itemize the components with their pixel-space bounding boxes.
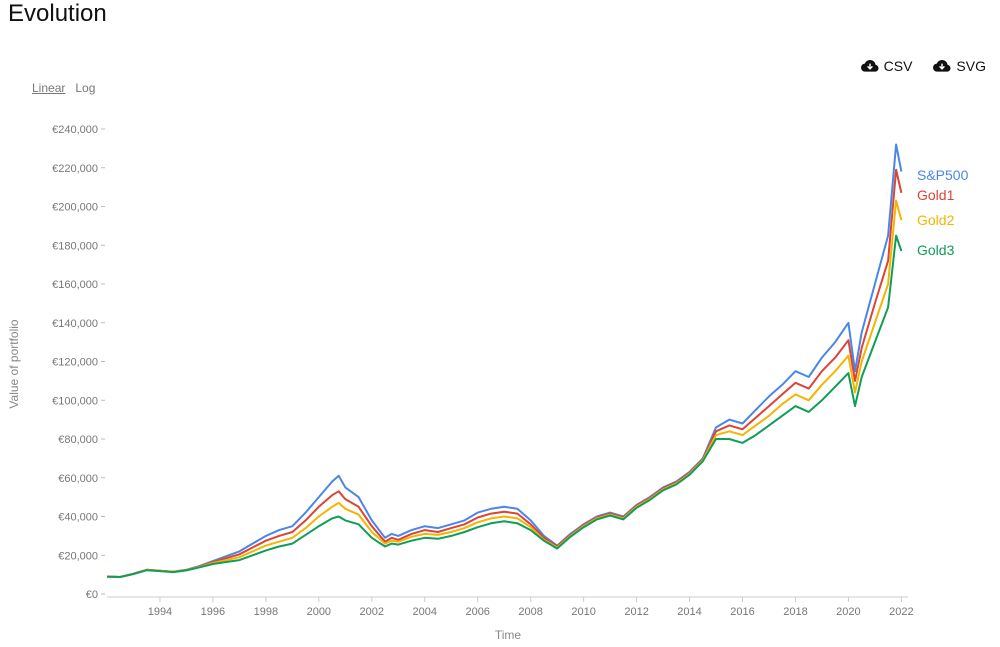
x-tick-label: 2022 bbox=[889, 606, 913, 618]
x-tick-label: 2020 bbox=[836, 606, 860, 618]
linear-scale-option[interactable]: Linear bbox=[32, 81, 66, 95]
y-tick-label: €100,000 bbox=[52, 395, 98, 407]
page-title: Evolution bbox=[8, 0, 107, 27]
y-tick-label: €40,000 bbox=[58, 512, 98, 524]
series-label-gold1: Gold1 bbox=[917, 187, 955, 203]
export-actions: CSV SVG bbox=[860, 58, 986, 74]
csv-download-label: CSV bbox=[883, 58, 913, 74]
cloud-download-icon bbox=[860, 59, 879, 72]
series-label-s-p500: S&P500 bbox=[917, 167, 969, 183]
y-axis: €0 €20,000 €40,000 €60,000 €80,000 €100,000 €1… bbox=[52, 124, 105, 601]
y-tick-label: €200,000 bbox=[52, 202, 98, 214]
csv-download-button[interactable]: CSV bbox=[860, 58, 913, 74]
y-tick-label: €20,000 bbox=[58, 550, 98, 562]
x-tick-label: 2008 bbox=[518, 606, 542, 618]
y-tick-label: €160,000 bbox=[52, 279, 98, 291]
series-line-s-p500 bbox=[106, 143, 903, 578]
y-tick-label: €120,000 bbox=[52, 357, 98, 369]
x-tick-label: 2004 bbox=[413, 606, 437, 618]
x-tick-label: 2002 bbox=[360, 606, 384, 618]
x-tick-label: 2010 bbox=[571, 606, 595, 618]
y-tick-label: €80,000 bbox=[58, 434, 98, 446]
x-tick-label: 2016 bbox=[730, 606, 754, 618]
series-labels: S&P500 Gold1 Gold2 Gold3 bbox=[917, 167, 969, 258]
y-axis-label: Value of portfolio bbox=[7, 319, 21, 408]
scale-toggle: Linear Log bbox=[32, 81, 95, 95]
cloud-download-icon bbox=[933, 59, 951, 72]
x-tick-label: 2014 bbox=[677, 606, 701, 618]
y-tick-label: €240,000 bbox=[52, 124, 98, 136]
series-label-gold2: Gold2 bbox=[917, 212, 955, 228]
x-tick-label: 1998 bbox=[254, 606, 278, 618]
series-line-gold1 bbox=[106, 168, 903, 578]
log-scale-option[interactable]: Log bbox=[75, 81, 96, 95]
y-tick-label: €220,000 bbox=[52, 163, 98, 175]
series-label-gold3: Gold3 bbox=[917, 242, 955, 258]
x-tick-label: 2012 bbox=[624, 606, 648, 618]
series-line-gold3 bbox=[106, 234, 903, 578]
x-axis-label: Time bbox=[495, 628, 522, 642]
x-tick-label: 2000 bbox=[307, 606, 331, 618]
svg-download-button[interactable]: SVG bbox=[932, 58, 986, 74]
series-lines bbox=[106, 143, 903, 578]
x-tick-label: 2006 bbox=[465, 606, 489, 618]
y-tick-label: €0 bbox=[86, 589, 98, 601]
x-axis: 1994 1996 1998 2000 2002 2004 2006 2008 2010 2012… bbox=[107, 596, 914, 618]
x-tick-label: 2018 bbox=[783, 606, 807, 618]
series-line-gold2 bbox=[106, 199, 903, 578]
y-tick-label: €60,000 bbox=[58, 473, 98, 485]
svg-download-label: SVG bbox=[956, 58, 986, 74]
y-tick-label: €180,000 bbox=[52, 240, 98, 252]
x-tick-label: 1996 bbox=[201, 606, 225, 618]
x-tick-label: 1994 bbox=[148, 606, 172, 618]
y-tick-label: €140,000 bbox=[52, 318, 98, 330]
